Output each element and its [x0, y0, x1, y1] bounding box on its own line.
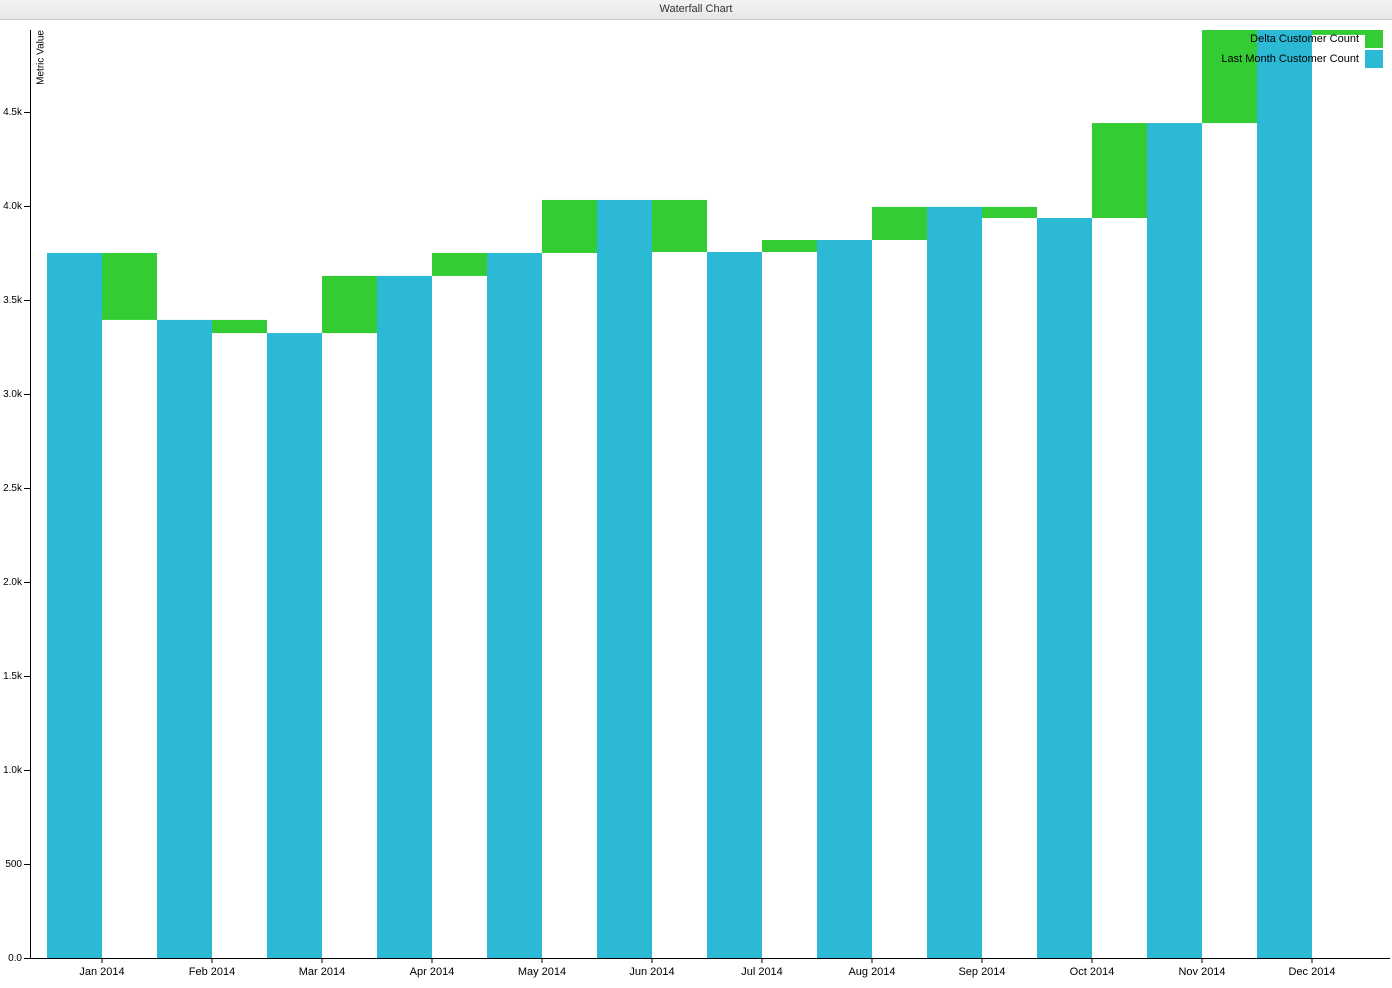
- base-bar: [1037, 218, 1092, 959]
- x-tick-label: Oct 2014: [1070, 966, 1115, 978]
- base-bar: [47, 252, 102, 958]
- y-tick-label: 1.5k: [3, 671, 23, 682]
- delta-bar: [1312, 30, 1367, 35]
- x-tick-label: Apr 2014: [410, 966, 455, 978]
- base-bar: [377, 275, 432, 958]
- delta-bar: [1092, 123, 1147, 219]
- x-tick-label: Dec 2014: [1288, 966, 1335, 978]
- x-tick-label: Jul 2014: [741, 966, 783, 978]
- legend: Delta Customer Count Last Month Customer …: [1221, 30, 1383, 68]
- chart: 0.0 500 1.0k 1.5k 2.0k 2.5k 3.0k 3.5k 4.0k 4.5k Me…: [3, 30, 1390, 978]
- delta-bar: [982, 206, 1037, 219]
- base-bar: [927, 206, 982, 959]
- legend-swatch: [1365, 50, 1383, 68]
- base-bar: [1257, 30, 1312, 958]
- delta-bar: [322, 275, 377, 334]
- legend-swatch: [1365, 30, 1383, 48]
- base-bar: [157, 319, 212, 958]
- legend-label: Last Month Customer Count: [1221, 53, 1359, 65]
- delta-bar: [652, 199, 707, 253]
- x-tick-label: Sep 2014: [958, 966, 1005, 978]
- delta-bar: [872, 206, 927, 241]
- y-tick-label: 0.0: [8, 953, 22, 964]
- axes: 0.0 500 1.0k 1.5k 2.0k 2.5k 3.0k 3.5k 4.0k 4.5k Me…: [3, 30, 1390, 978]
- delta-bar: [212, 319, 267, 334]
- y-tick-label: 500: [5, 859, 22, 870]
- x-tick-label: Jan 2014: [79, 966, 124, 978]
- x-tick-label: Jun 2014: [629, 966, 674, 978]
- delta-bar: [542, 199, 597, 253]
- base-bar: [597, 199, 652, 958]
- y-tick-label: 2.0k: [3, 577, 23, 588]
- base-bar: [1147, 123, 1202, 958]
- y-tick-label: 2.5k: [3, 483, 23, 494]
- x-tick-label: Feb 2014: [189, 966, 235, 978]
- x-tick-label: May 2014: [518, 966, 566, 978]
- y-tick-label: 4.0k: [3, 201, 23, 212]
- legend-label: Delta Customer Count: [1250, 33, 1359, 45]
- x-tick-label: Mar 2014: [299, 966, 345, 978]
- x-tick-label: Nov 2014: [1178, 966, 1225, 978]
- delta-bar: [1202, 30, 1257, 124]
- window-title: Waterfall Chart: [0, 0, 1392, 20]
- delta-bar: [102, 252, 157, 320]
- base-bar: [487, 252, 542, 958]
- y-axis-label: Metric Value: [36, 30, 47, 85]
- base-bar: [707, 252, 762, 959]
- base-bar: [817, 240, 872, 958]
- y-tick-label: 4.5k: [3, 107, 23, 118]
- y-tick-label: 3.5k: [3, 295, 23, 306]
- delta-bar: [432, 252, 487, 276]
- y-tick-label: 3.0k: [3, 389, 23, 400]
- base-bar: [267, 333, 322, 959]
- bars: [47, 30, 1367, 959]
- delta-bar: [762, 240, 817, 253]
- y-tick-label: 1.0k: [3, 765, 23, 776]
- x-tick-label: Aug 2014: [848, 966, 895, 978]
